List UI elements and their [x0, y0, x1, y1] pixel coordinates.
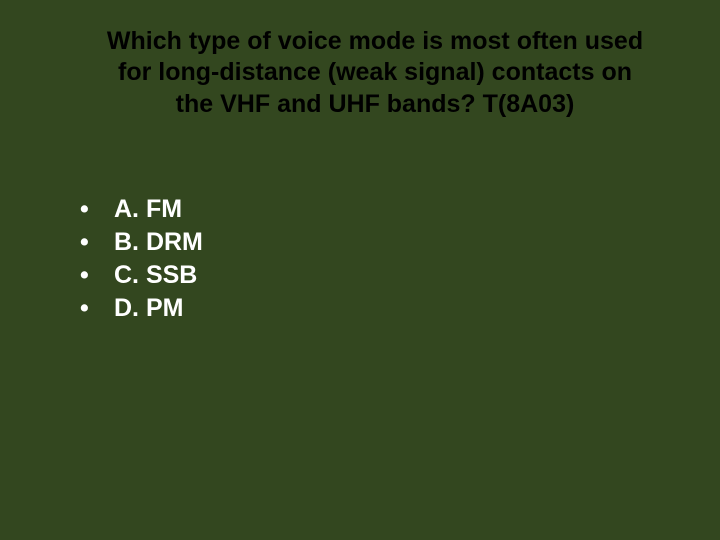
bullet-icon: •	[80, 296, 114, 321]
option-c: • C. SSB	[80, 261, 203, 290]
bullet-icon: •	[80, 230, 114, 255]
option-text	[139, 261, 146, 290]
question-heading: Which type of voice mode is most often u…	[20, 26, 720, 120]
question-line-1: Which type of voice mode is most often u…	[107, 27, 643, 55]
question-line-2: for long-distance (weak signal) contacts…	[118, 58, 632, 86]
options-list: • A. FM • B. DRM • C. SSB • D. PM	[80, 195, 203, 327]
option-d: • D. PM	[80, 294, 203, 323]
option-b: • B. DRM	[80, 228, 203, 257]
bullet-icon: •	[80, 263, 114, 288]
question-line-3b: (8A03)	[498, 90, 574, 118]
option-text: SSB	[146, 261, 197, 290]
option-letter: A.	[114, 195, 139, 224]
option-letter: D.	[114, 294, 139, 323]
option-text: FM	[146, 195, 182, 224]
option-text: DRM	[146, 228, 203, 257]
option-letter: B.	[114, 228, 139, 257]
option-text	[139, 195, 146, 224]
question-line-3a: the VHF and UHF bands? T	[176, 90, 498, 118]
option-letter: C.	[114, 261, 139, 290]
option-a: • A. FM	[80, 195, 203, 224]
option-text	[139, 228, 146, 257]
bullet-icon: •	[80, 197, 114, 222]
option-text: PM	[146, 294, 184, 323]
option-text	[139, 294, 146, 323]
